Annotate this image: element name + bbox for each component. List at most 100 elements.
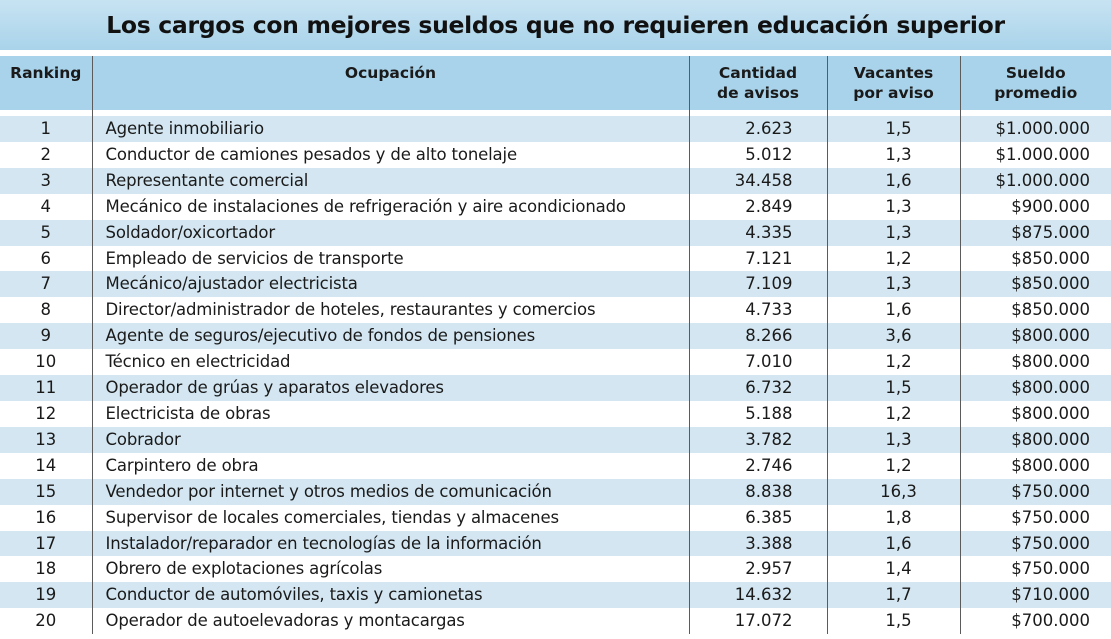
sueldo-cell: $800.000: [959, 452, 1111, 479]
ranking-cell: 11: [0, 375, 92, 401]
ranking-cell: 17: [0, 530, 92, 557]
vacantes-cell: 1,3: [826, 193, 960, 220]
cantidad-cell: 5.012: [688, 141, 827, 168]
cantidad-cell: 2.849: [688, 193, 827, 220]
ranking-cell: 20: [0, 608, 92, 635]
ranking-cell: 14: [0, 452, 92, 479]
table-row: 15 Vendedor por internet y otros medios d…: [0, 478, 1111, 505]
vacantes-cell: 1,6: [826, 167, 960, 194]
spacer-cell: [91, 110, 689, 116]
vacantes-cell: 1,6: [826, 297, 960, 324]
ocupacion-cell: Soldador/oxicortador: [91, 219, 689, 246]
ranking-cell: 5: [0, 219, 92, 246]
ocupacion-cell: Supervisor de locales comerciales, tiend…: [91, 504, 689, 531]
ocupacion-cell: Técnico en electricidad: [91, 349, 689, 376]
header-ranking: Ranking: [0, 56, 92, 110]
cantidad-cell: 2.957: [688, 556, 827, 583]
cantidad-cell: 8.838: [688, 478, 827, 505]
cantidad-cell: 17.072: [688, 608, 827, 635]
table-row: 4 Mecánico de instalaciones de refrigerac…: [0, 193, 1111, 220]
ranking-cell: 18: [0, 556, 92, 583]
cantidad-cell: 6.385: [688, 504, 827, 531]
sueldo-cell: $850.000: [959, 271, 1111, 298]
ocupacion-cell: Agente de seguros/ejecutivo de fondos de…: [91, 323, 689, 350]
ranking-cell: 6: [0, 245, 92, 272]
spacer-cell: [826, 110, 960, 116]
ocupacion-cell: Director/administrador de hoteles, resta…: [91, 297, 689, 324]
sueldo-cell: $800.000: [959, 426, 1111, 453]
table-row: 14 Carpintero de obra 2.746 1,2 $800.000: [0, 452, 1111, 479]
vacantes-cell: 1,3: [826, 426, 960, 453]
table-row: 12 Electricista de obras 5.188 1,2 $800.000: [0, 400, 1111, 427]
header-vacantes: Vacantes por aviso: [826, 56, 960, 110]
vacantes-cell: 1,4: [826, 556, 960, 583]
ranking-cell: 8: [0, 297, 92, 324]
sueldo-cell: $750.000: [959, 478, 1111, 505]
ranking-cell: 9: [0, 323, 92, 350]
header-sueldo-line2: promedio: [994, 84, 1078, 102]
ocupacion-cell: Instalador/reparador en tecnologías de l…: [91, 530, 689, 557]
vacantes-cell: 1,5: [826, 608, 960, 635]
sueldo-cell: $800.000: [959, 400, 1111, 427]
cantidad-cell: 7.121: [688, 245, 827, 272]
ocupacion-cell: Obrero de explotaciones agrícolas: [91, 556, 689, 583]
table-row: 7 Mecánico/ajustador electricista 7.109 1,3…: [0, 271, 1111, 298]
table-row: 11 Operador de grúas y aparatos elevadore…: [0, 375, 1111, 401]
table-row: 20 Operador de autoelevadoras y montacarg…: [0, 608, 1111, 635]
spacer-cell: [959, 110, 1111, 116]
vacantes-cell: 1,2: [826, 452, 960, 479]
sueldo-cell: $900.000: [959, 193, 1111, 220]
vacantes-cell: 1,5: [826, 375, 960, 401]
cantidad-cell: 3.782: [688, 426, 827, 453]
cantidad-cell: 7.109: [688, 271, 827, 298]
table-row: 1 Agente inmobiliario 2.623 1,5 $1.000.000: [0, 116, 1111, 142]
sueldo-cell: $750.000: [959, 530, 1111, 557]
ocupacion-cell: Conductor de automóviles, taxis y camion…: [91, 582, 689, 609]
ranking-cell: 3: [0, 167, 92, 194]
sueldo-cell: $800.000: [959, 375, 1111, 401]
ranking-cell: 19: [0, 582, 92, 609]
ranking-cell: 1: [0, 116, 92, 142]
cantidad-cell: 2.746: [688, 452, 827, 479]
table-title: Los cargos con mejores sueldos que no re…: [106, 11, 1005, 39]
vacantes-cell: 1,3: [826, 219, 960, 246]
vacantes-cell: 16,3: [826, 478, 960, 505]
table-row: 13 Cobrador 3.782 1,3 $800.000: [0, 426, 1111, 453]
ocupacion-cell: Empleado de servicios de transporte: [91, 245, 689, 272]
table-row: 8 Director/administrador de hoteles, rest…: [0, 297, 1111, 324]
cantidad-cell: 3.388: [688, 530, 827, 557]
cantidad-cell: 8.266: [688, 323, 827, 350]
cantidad-cell: 7.010: [688, 349, 827, 376]
header-vacantes-line1: Vacantes: [853, 64, 934, 82]
header-vacantes-line2: por aviso: [853, 84, 934, 102]
ocupacion-cell: Operador de grúas y aparatos elevadores: [91, 375, 689, 401]
table-row: 3 Representante comercial 34.458 1,6 $1.000.…: [0, 167, 1111, 194]
cantidad-cell: 6.732: [688, 375, 827, 401]
sueldo-cell: $710.000: [959, 582, 1111, 609]
sueldo-cell: $850.000: [959, 297, 1111, 324]
ocupacion-cell: Operador de autoelevadoras y montacargas: [91, 608, 689, 635]
ranking-cell: 4: [0, 193, 92, 220]
header-ocupacion: Ocupación: [91, 56, 689, 110]
sueldo-cell: $1.000.000: [959, 116, 1111, 142]
sueldo-cell: $850.000: [959, 245, 1111, 272]
sueldo-cell: $750.000: [959, 556, 1111, 583]
cantidad-cell: 4.335: [688, 219, 827, 246]
sueldo-cell: $1.000.000: [959, 141, 1111, 168]
vacantes-cell: 1,8: [826, 504, 960, 531]
ocupacion-cell: Cobrador: [91, 426, 689, 453]
ranking-cell: 7: [0, 271, 92, 298]
sueldo-cell: $875.000: [959, 219, 1111, 246]
cantidad-cell: 5.188: [688, 400, 827, 427]
header-cantidad-line1: Cantidad: [718, 64, 798, 82]
spacer-cell: [0, 110, 92, 116]
header-sueldo-line1: Sueldo: [1005, 64, 1066, 82]
vacantes-cell: 1,2: [826, 245, 960, 272]
table-row: 2 Conductor de camiones pesados y de alto…: [0, 141, 1111, 168]
ocupacion-cell: Carpintero de obra: [91, 452, 689, 479]
sueldo-cell: $700.000: [959, 608, 1111, 635]
spacer-cell: [688, 110, 827, 116]
ranking-cell: 10: [0, 349, 92, 376]
header-spacer: [0, 110, 1111, 116]
header-cantidad: Cantidad de avisos: [688, 56, 827, 110]
